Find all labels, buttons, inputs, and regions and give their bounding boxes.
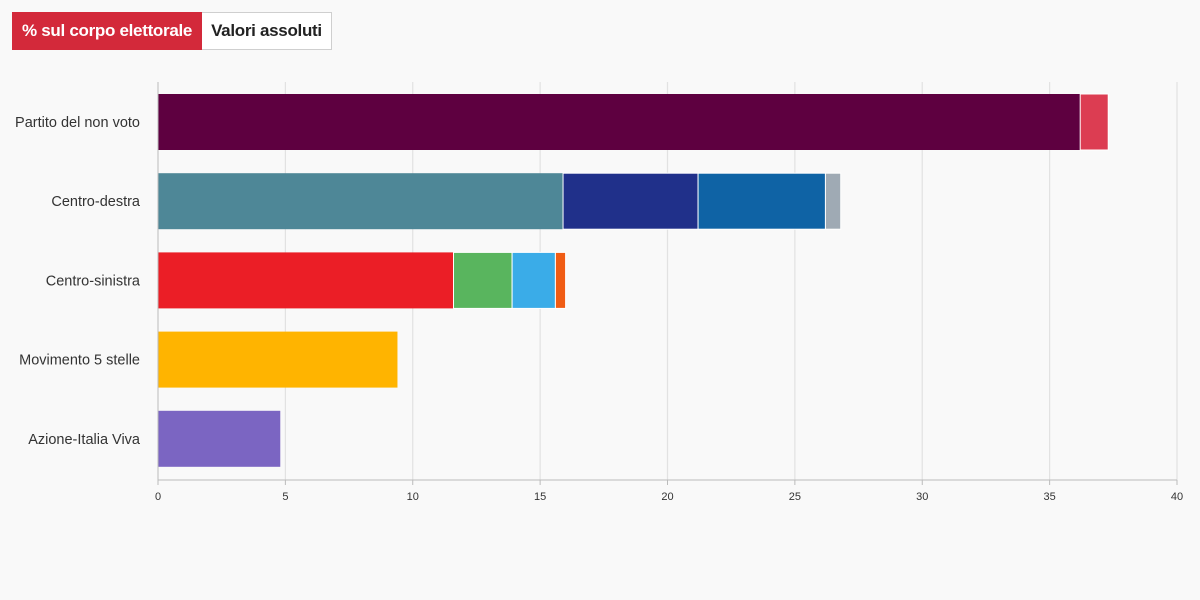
view-toggle: % sul corpo elettorale Valori assoluti [12,12,332,50]
toggle-absolute-button[interactable]: Valori assoluti [202,12,332,50]
bar-segment-0-1[interactable] [1079,93,1109,151]
category-labels: Partito del non voto Centro-destra Centro-… [15,115,141,448]
tick-label-15: 15 [534,491,546,503]
tick-label-0: 0 [155,491,161,503]
tick-label-35: 35 [1044,491,1056,503]
bar-segment-2-1[interactable] [453,251,513,309]
category-label-4: Azione-Italia Viva [28,432,141,448]
chart-bars [158,93,1109,467]
category-label-2: Centro-sinistra [46,273,141,289]
tick-label-30: 30 [916,491,928,503]
bar-segment-1-1[interactable] [562,172,699,230]
bar-segment-0-0[interactable] [158,94,1081,150]
tick-label-40: 40 [1171,491,1183,503]
toggle-percent-button[interactable]: % sul corpo elettorale [12,12,203,50]
x-axis: 0 5 10 15 20 25 30 35 40 [155,82,1183,503]
tick-label-20: 20 [661,491,673,503]
bar-segment-2-3[interactable] [554,251,567,309]
tick-label-5: 5 [282,491,288,503]
bar-segment-1-0[interactable] [158,173,564,230]
bar-segment-1-2[interactable] [697,172,826,230]
bar-segment-4-0[interactable] [158,410,281,467]
bar-segment-3-0[interactable] [158,331,398,388]
bar-segment-2-2[interactable] [511,251,556,309]
category-label-1: Centro-destra [51,194,141,210]
category-label-3: Movimento 5 stelle [19,353,140,369]
bar-segment-2-0[interactable] [158,252,454,309]
tick-label-10: 10 [407,491,419,503]
tick-label-25: 25 [789,491,801,503]
category-label-0: Partito del non voto [15,115,140,131]
bar-segment-1-3[interactable] [824,172,842,230]
